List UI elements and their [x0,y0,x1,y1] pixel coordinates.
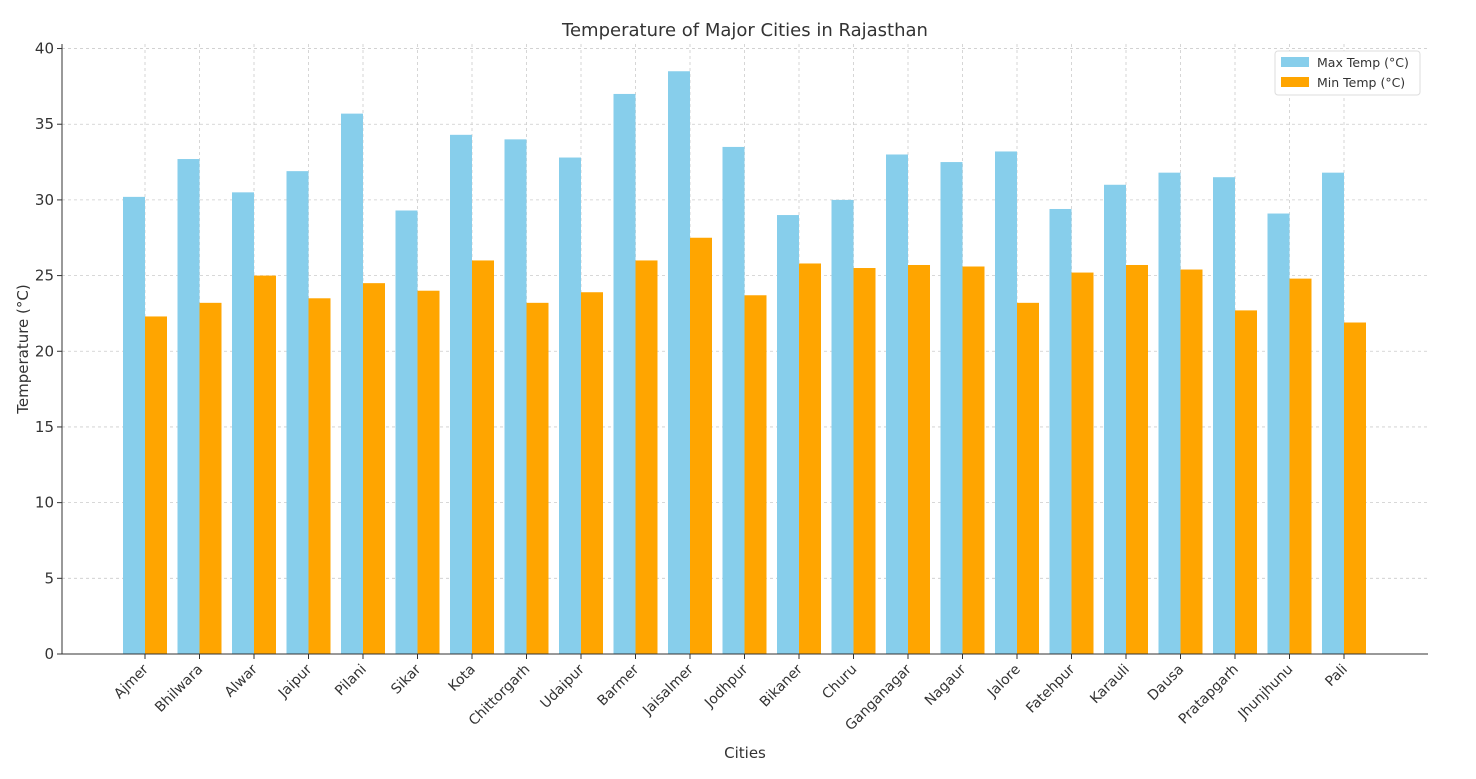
min-temp-bar-jalore [1017,302,1039,654]
max-temp-bar-jodhpur [722,146,745,654]
min-temp-bar-karauli [1126,264,1148,654]
y-tick-label: 15 [35,418,54,436]
min-temp-bar-alwar [254,275,276,654]
y-tick-label: 30 [35,191,54,209]
max-temp-bar-jaisalmer [668,71,690,654]
max-temp-bar-barmer [613,93,636,654]
y-tick-label: 0 [44,645,54,663]
x-tick-label: Barmer [594,661,642,709]
legend-swatch [1281,57,1309,67]
min-temp-bar-chittorgarh [526,302,549,654]
max-temp-bar-jhunjhunu [1267,213,1290,654]
min-temp-bar-pilani [363,283,385,654]
min-temp-bar-fatehpur [1071,272,1094,654]
max-temp-bar-sikar [395,210,418,655]
x-tick-label: Alwar [222,661,261,700]
chart-title: Temperature of Major Cities in Rajasthan [561,20,928,41]
min-temp-bar-sikar [417,290,440,654]
min-temp-bar-jaisalmer [690,237,712,655]
x-tick-label: Jalore [984,662,1024,702]
x-tick-label: Bikaner [757,661,806,710]
bars [123,71,1366,655]
max-temp-bar-pali [1322,172,1344,655]
x-tick-label: Nagaur [922,661,970,709]
max-temp-bar-pratapgarh [1213,177,1235,654]
max-temp-bar-karauli [1104,184,1126,654]
legend-label: Min Temp (°C) [1317,75,1405,90]
y-axis-label: Temperature (°C) [14,284,32,414]
max-temp-bar-fatehpur [1049,208,1072,654]
max-temp-bar-jaipur [286,171,309,654]
x-tick-label: Churu [819,662,860,703]
max-temp-bar-bhilwara [177,159,200,654]
min-temp-bar-udaipur [581,292,603,654]
max-temp-bar-ganganagar [886,154,908,654]
x-tick-label: Dausa [1145,662,1188,705]
min-temp-bar-nagaur [962,266,985,654]
y-tick-label: 20 [35,342,54,360]
legend-swatch [1281,77,1309,87]
x-tick-label: Kota [446,662,479,695]
max-temp-bar-nagaur [940,162,963,654]
max-temp-bar-chittorgarh [504,139,527,654]
min-temp-bar-kota [472,260,494,654]
x-tick-label: Jaisalmer [639,661,697,719]
min-temp-bar-jodhpur [744,295,767,654]
x-tick-label: Jaipur [275,661,316,702]
legend-box [1274,50,1421,96]
min-temp-bar-ajmer [145,316,167,654]
x-tick-label: Jhunjhunu [1235,662,1297,724]
max-temp-bar-alwar [232,192,254,654]
min-temp-bar-dausa [1180,269,1203,654]
max-temp-bar-churu [831,199,854,654]
x-axis-label: Cities [724,744,766,762]
min-temp-bar-pratapgarh [1235,310,1257,654]
min-temp-bar-ganganagar [908,264,930,654]
min-temp-bar-pali [1344,322,1366,654]
x-tick-label: Udaipur [538,661,588,711]
legend: Max Temp (°C) Min Temp (°C) [1274,50,1421,96]
min-temp-bar-bhilwara [199,302,222,654]
x-tick-label: Pali [1322,662,1350,690]
x-tick-label: Fatehpur [1023,661,1078,716]
min-temp-bar-churu [853,268,876,654]
x-tick-label: Karauli [1087,662,1133,708]
y-tick-label: 25 [35,267,54,285]
y-tick-label: 10 [35,494,54,512]
max-temp-bar-dausa [1158,172,1181,655]
max-temp-bar-bikaner [777,215,799,655]
max-temp-bar-ajmer [123,196,145,654]
max-temp-bar-kota [450,134,472,655]
y-tick-label: 35 [35,115,54,133]
x-tick-label: Sikar [388,661,424,697]
max-temp-bar-udaipur [559,157,581,655]
x-tick-label: Jodhpur [701,661,751,711]
x-tick-label: Pilani [332,662,370,700]
min-temp-bar-bikaner [799,263,821,654]
x-tick-label: Bhilwara [152,662,206,716]
min-temp-bar-jhunjhunu [1289,278,1312,654]
y-tick-label: 5 [44,569,54,587]
min-temp-bar-jaipur [308,298,331,654]
max-temp-bar-jalore [995,151,1017,654]
legend-label: Max Temp (°C) [1317,55,1409,70]
x-tick-label: Ajmer [111,661,152,702]
min-temp-bar-barmer [635,260,658,654]
max-temp-bar-pilani [341,113,363,654]
y-tick-label: 40 [35,40,54,58]
